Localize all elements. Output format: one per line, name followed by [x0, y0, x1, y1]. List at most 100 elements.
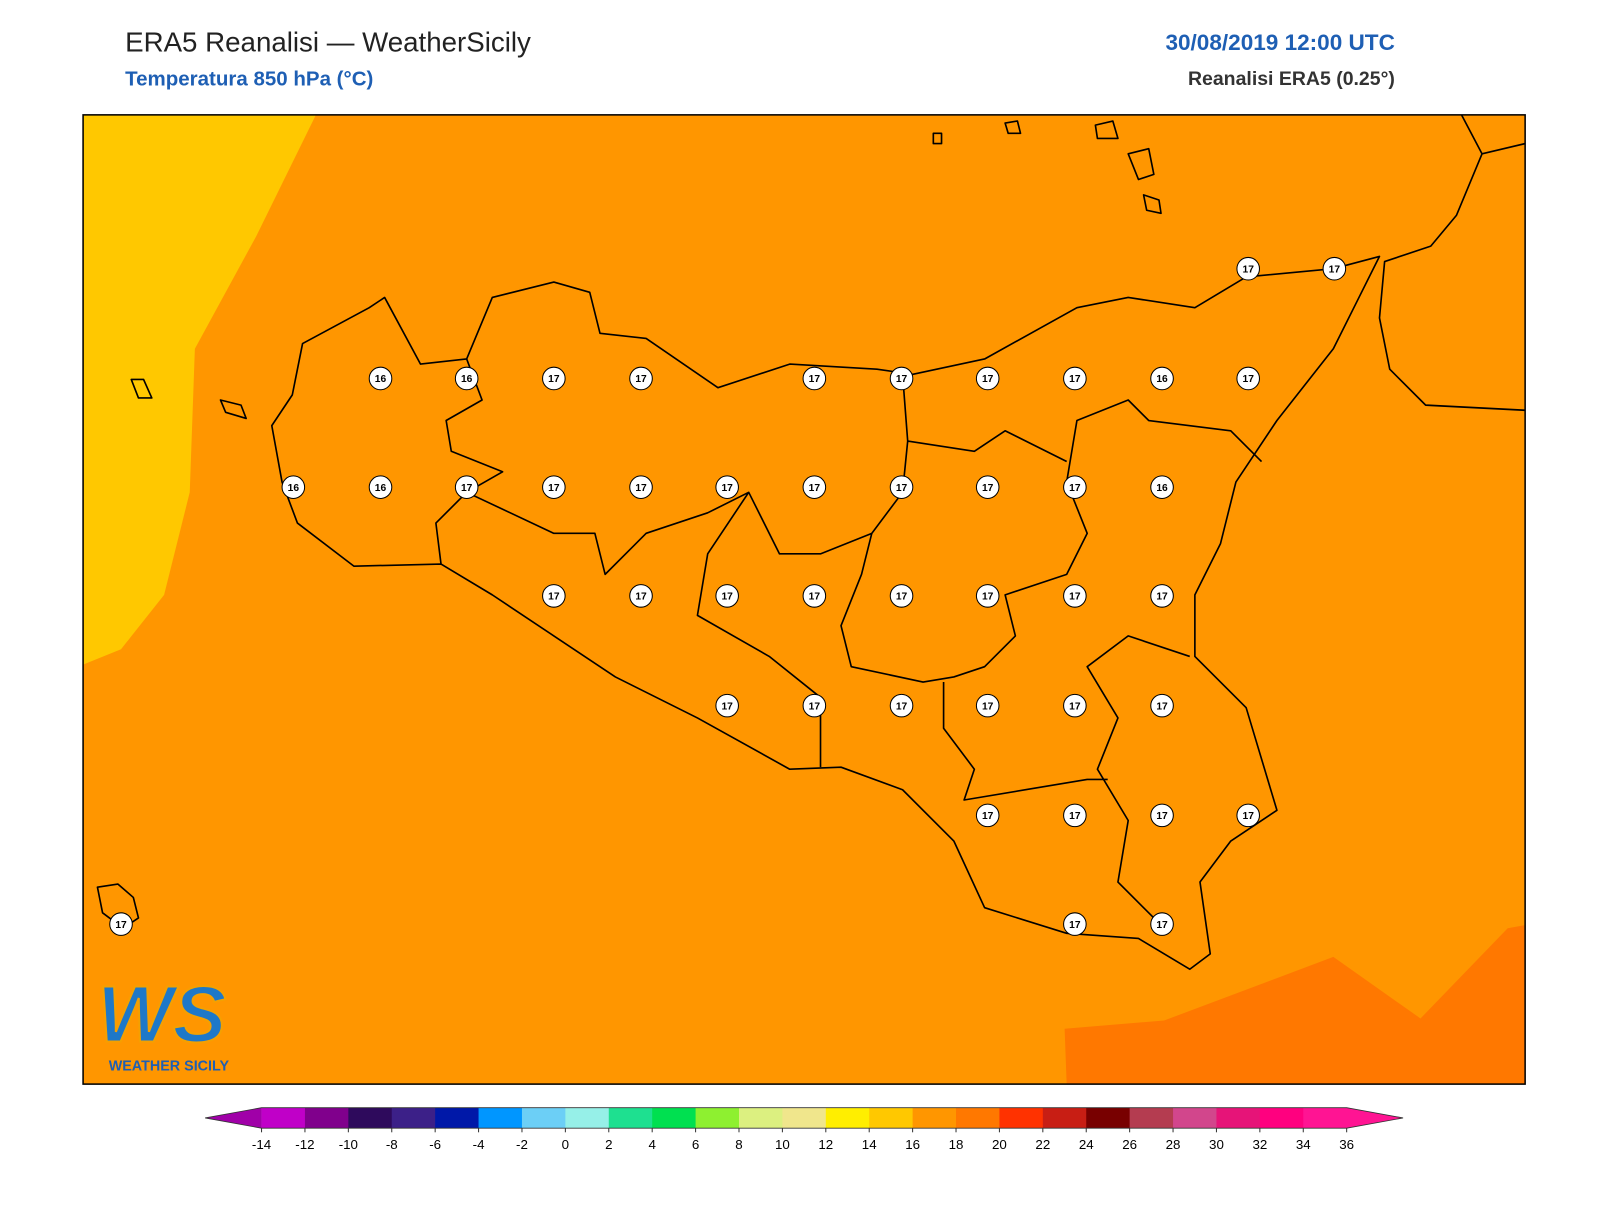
station-marker [368, 475, 393, 499]
datetime: 30/08/2019 12:00 UTC [1165, 30, 1394, 55]
station-marker [975, 475, 1000, 499]
station-marker [802, 475, 827, 499]
station-label: 17 [1069, 811, 1081, 822]
colorbar-tick-label: -6 [429, 1137, 441, 1152]
colorbar-segment [1303, 1107, 1348, 1129]
station-marker [802, 584, 827, 608]
station-label: 17 [1069, 483, 1081, 494]
station-label: 17 [721, 592, 733, 603]
colorbar-segment [1173, 1107, 1217, 1129]
station-label: 17 [896, 592, 908, 603]
station-label: 17 [809, 701, 821, 712]
station-marker [542, 366, 566, 391]
station-label: 17 [721, 483, 733, 494]
colorbar-tick-label: 26 [1122, 1137, 1137, 1152]
station-label: 17 [982, 701, 994, 712]
station-marker [542, 475, 566, 499]
station-label: 16 [1156, 374, 1168, 385]
colorbar: -14 -12 -10 -8 -6 -4 -2 0 2 4 6 8 10 12 14 16 18 20 22 24 26… [205, 1107, 1404, 1152]
colorbar-segment [652, 1107, 697, 1129]
station-label: 16 [1156, 483, 1168, 494]
colorbar-tick-label: 0 [562, 1137, 569, 1152]
logo-mark: WS [97, 970, 226, 1059]
station-label: 17 [1156, 592, 1168, 603]
station-label: 17 [635, 483, 647, 494]
colorbar-tick-label: -8 [386, 1137, 398, 1152]
colorbar-segment [1216, 1107, 1261, 1129]
station-label: 17 [461, 483, 473, 494]
colorbar-tick-label: 20 [992, 1137, 1007, 1152]
colorbar-segment [435, 1107, 480, 1129]
sicily-coast [270, 255, 1381, 971]
station-label: 17 [548, 374, 560, 385]
station-marker [802, 366, 827, 391]
colorbar-segment [261, 1107, 306, 1129]
station-marker [1063, 475, 1087, 499]
station-label: 17 [982, 483, 994, 494]
station-label: 17 [1069, 701, 1081, 712]
colorbar-segment [956, 1107, 1000, 1129]
station-label: 17 [896, 701, 908, 712]
station-label: 16 [288, 483, 300, 494]
colorbar-tick-label: 16 [905, 1137, 920, 1152]
station-marker [889, 584, 914, 608]
station-marker [1063, 366, 1087, 391]
colorbar-tick-label: -14 [252, 1137, 272, 1152]
station-marker [109, 912, 133, 936]
colorbar-segment [1042, 1107, 1087, 1129]
station-label: 17 [809, 483, 821, 494]
colorbar-tick-label: 32 [1252, 1137, 1267, 1152]
colorbar-tick-label: 10 [775, 1137, 790, 1152]
colorbar-tick-label: -12 [295, 1137, 314, 1152]
station-label: 17 [1156, 811, 1168, 822]
station-label: 17 [1156, 701, 1168, 712]
station-label: 17 [1243, 264, 1255, 275]
source: Reanalisi ERA5 (0.25°) [1188, 68, 1395, 90]
colorbar-under [205, 1107, 262, 1129]
colorbar-segment [304, 1107, 349, 1129]
cool-region [83, 114, 316, 665]
map-frame [82, 114, 1526, 1085]
colorbar-tick-label: 18 [949, 1137, 964, 1152]
station-marker [1150, 693, 1174, 718]
station-label: 17 [1156, 920, 1168, 931]
station-label: 16 [375, 374, 387, 385]
colorbar-tick-label: 6 [692, 1137, 699, 1152]
station-marker [1150, 584, 1174, 608]
warm-region [1064, 925, 1526, 1085]
station-marker [281, 475, 306, 499]
colorbar-segment [695, 1107, 740, 1129]
station-label: 17 [1243, 811, 1255, 822]
station-label: 17 [115, 920, 127, 931]
colorbar-segment [912, 1107, 957, 1129]
colorbar-tick-label: 28 [1166, 1137, 1181, 1152]
colorbar-tick-label: 22 [1035, 1137, 1050, 1152]
colorbar-tick-label: 30 [1209, 1137, 1224, 1152]
station-label: 17 [635, 592, 647, 603]
station-marker [1063, 803, 1087, 828]
station-marker [975, 366, 1000, 391]
station-label: 17 [1329, 264, 1341, 275]
colorbar-tick-label: 36 [1339, 1137, 1354, 1152]
station-marker [629, 366, 653, 391]
station-marker [1150, 803, 1174, 828]
station-label: 17 [982, 811, 994, 822]
title: ERA5 Reanalisi — WeatherSicily [125, 26, 531, 57]
station-label: 17 [635, 374, 647, 385]
station-label: 16 [375, 483, 387, 494]
colorbar-tick-label: -10 [339, 1137, 358, 1152]
station-marker [454, 366, 479, 391]
colorbar-segment [391, 1107, 436, 1129]
colorbar-segment [608, 1107, 653, 1129]
station-marker [715, 693, 739, 718]
station-marker [975, 693, 1000, 718]
station-label: 17 [982, 592, 994, 603]
station-label: 17 [1069, 374, 1081, 385]
station-marker [975, 584, 1000, 608]
station-marker [1063, 912, 1087, 936]
station-marker [629, 584, 653, 608]
islands [96, 120, 1162, 930]
station-label: 16 [461, 374, 473, 385]
map: 17 17 16 16 17 17 17 17 17 17 16 17 16 16 17 17 17 17 17 17… [83, 114, 1526, 1085]
station-label: 17 [548, 483, 560, 494]
